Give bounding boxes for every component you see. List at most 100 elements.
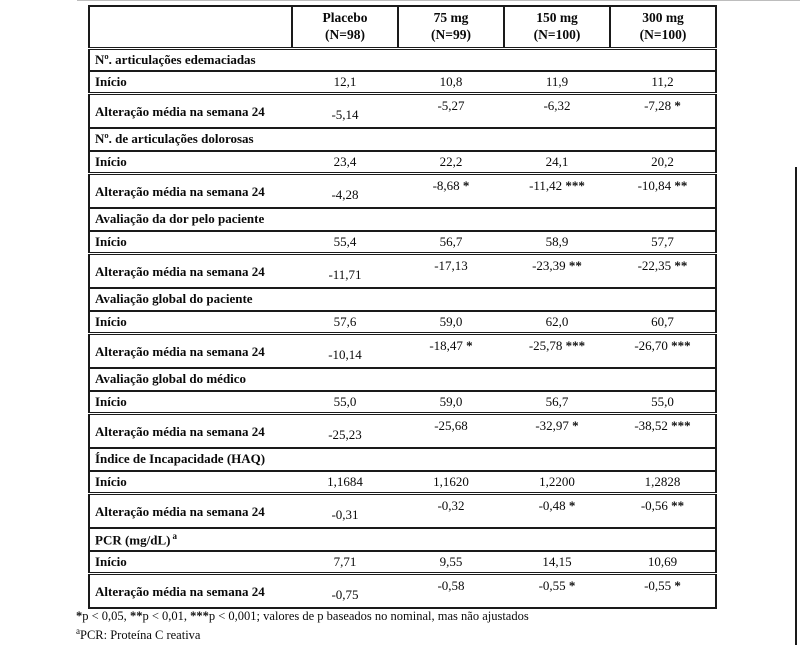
change-value: -25,78	[528, 337, 563, 353]
change-row: Alteração média na semana 24 -0,31 -0,32 -0…	[89, 493, 716, 528]
change-value-cell: -0,55 *	[504, 573, 610, 608]
section-row: Nº. de articulações dolorosas	[89, 127, 716, 152]
change-value: -18,47	[429, 337, 463, 353]
row-label-change: Alteração média na semana 24	[95, 103, 265, 119]
page-edge-top-line	[77, 0, 800, 1]
section-title: Avaliação global do médico	[89, 367, 716, 392]
corner-cell	[89, 6, 293, 50]
baseline-row: Início 55,0 59,0 56,7 55,0	[89, 391, 716, 415]
footnote-pcr: aPCR: Proteína C reativa	[76, 626, 201, 643]
change-value-cell: -5,14	[292, 93, 398, 128]
significance-marker: ***	[562, 177, 585, 193]
significance-marker: ***	[562, 337, 586, 353]
change-value: -10,84	[637, 177, 672, 193]
change-value-cell: -11,42 ***	[504, 173, 610, 208]
section-title: Avaliação global do paciente	[89, 287, 716, 312]
baseline-value-cell: 24,1	[504, 151, 610, 175]
column-n-label: (N=98)	[325, 26, 365, 42]
change-value-cell: -38,52 ***	[610, 413, 716, 448]
significance-marker: *	[671, 577, 681, 593]
baseline-row: Início 55,4 56,7 58,9 57,7	[89, 231, 716, 255]
baseline-row: Início 12,1 10,8 11,9 11,2	[89, 71, 716, 95]
section-title: Avaliação da dor pelo paciente	[89, 207, 716, 232]
baseline-value-cell: 7,71	[292, 551, 398, 575]
change-value-cell: -26,70 ***	[610, 333, 716, 368]
section-title: PCR (mg/dL) a	[89, 527, 716, 552]
baseline-value-cell: 10,8	[398, 71, 504, 95]
baseline-value-cell: 14,15	[504, 551, 610, 575]
row-label-baseline: Início	[89, 551, 292, 575]
change-value-cell: -0,58	[398, 573, 504, 608]
significance-marker: ***	[667, 337, 691, 353]
change-value: -0,48	[538, 497, 566, 513]
column-dose-label: Placebo	[322, 9, 368, 25]
row-label-baseline: Início	[89, 231, 292, 255]
significance-marker: *	[568, 417, 579, 433]
section-row: PCR (mg/dL) a	[89, 527, 716, 552]
change-value: -6,32	[543, 97, 571, 113]
column-dose-label: 150 mg	[536, 9, 578, 25]
change-value: -0,55	[644, 577, 672, 593]
significance-marker: **	[667, 497, 685, 513]
change-value-cell: -0,56 **	[610, 493, 716, 528]
change-value: -17,13	[434, 257, 468, 273]
baseline-row: Início 1,1684 1,1620 1,2200 1,2828	[89, 471, 716, 495]
column-n-label: (N=100)	[533, 26, 581, 42]
baseline-value-cell: 62,0	[504, 311, 610, 335]
change-value: -4,28	[331, 186, 359, 202]
section-row: Avaliação global do paciente	[89, 287, 716, 312]
baseline-value-cell: 10,69	[610, 551, 716, 575]
change-value-cell: -18,47 *	[398, 333, 504, 368]
baseline-value-cell: 59,0	[398, 311, 504, 335]
significance-marker: *	[671, 97, 681, 113]
change-value: -11,71	[328, 266, 362, 282]
change-value: -5,27	[437, 97, 465, 113]
baseline-value-cell: 55,0	[292, 391, 398, 415]
change-value-cell: -8,68 *	[398, 173, 504, 208]
change-row: Alteração média na semana 24 -10,14 -18,47…	[89, 333, 716, 368]
footnote-text: p < 0,05,	[82, 609, 130, 623]
change-value: -0,31	[331, 506, 359, 522]
change-value: -7,28	[644, 97, 672, 113]
baseline-value-cell: 9,55	[398, 551, 504, 575]
significance-marker: ***	[667, 417, 691, 433]
baseline-value-cell: 55,0	[610, 391, 716, 415]
row-label-change: Alteração média na semana 24	[95, 343, 265, 359]
change-row: Alteração média na semana 24 -25,23 -25,68…	[89, 413, 716, 448]
footnote-text: p < 0,01,	[142, 609, 191, 623]
change-value: -38,52	[634, 417, 668, 433]
change-value: -22,35	[637, 257, 672, 273]
change-row: Alteração média na semana 24 -0,75 -0,58 -0…	[89, 573, 716, 608]
column-header-300-mg: 300 mg (N=100)	[610, 6, 716, 50]
baseline-row: Início 7,71 9,55 14,15 10,69	[89, 551, 716, 575]
row-label-change: Alteração média na semana 24	[95, 183, 265, 199]
change-row: Alteração média na semana 24 -11,71 -17,13…	[89, 253, 716, 288]
superscript-marker: a	[172, 530, 177, 541]
change-value-cell: -25,78 ***	[504, 333, 610, 368]
footnote-asterisks: ***	[190, 609, 209, 623]
change-value: -0,56	[640, 497, 668, 513]
change-value-cell: -0,31	[292, 493, 398, 528]
row-label-change: Alteração média na semana 24	[95, 583, 265, 599]
change-value: -0,55	[538, 577, 566, 593]
change-value-cell: -23,39 **	[504, 253, 610, 288]
column-header-placebo: Placebo (N=98)	[292, 6, 399, 50]
row-label-baseline: Início	[89, 311, 292, 335]
baseline-value-cell: 55,4	[292, 231, 398, 255]
baseline-value-cell: 1,2828	[610, 471, 716, 495]
footnotes: *p < 0,05, **p < 0,01, ***p < 0,001; val…	[76, 609, 529, 643]
change-value-cell: -0,32	[398, 493, 504, 528]
baseline-value-cell: 57,7	[610, 231, 716, 255]
column-dose-label: 300 mg	[642, 9, 684, 25]
change-value-cell: -32,97 *	[504, 413, 610, 448]
section-title: Nº. articulações edemaciadas	[89, 47, 716, 72]
baseline-row: Início 57,6 59,0 62,0 60,7	[89, 311, 716, 335]
change-value-cell: -25,23	[292, 413, 398, 448]
section-title: Nº. de articulações dolorosas	[89, 127, 716, 152]
change-value: -32,97	[535, 417, 569, 433]
column-dose-label: 75 mg	[433, 9, 469, 25]
change-value-cell: -25,68	[398, 413, 504, 448]
baseline-value-cell: 58,9	[504, 231, 610, 255]
baseline-value-cell: 22,2	[398, 151, 504, 175]
